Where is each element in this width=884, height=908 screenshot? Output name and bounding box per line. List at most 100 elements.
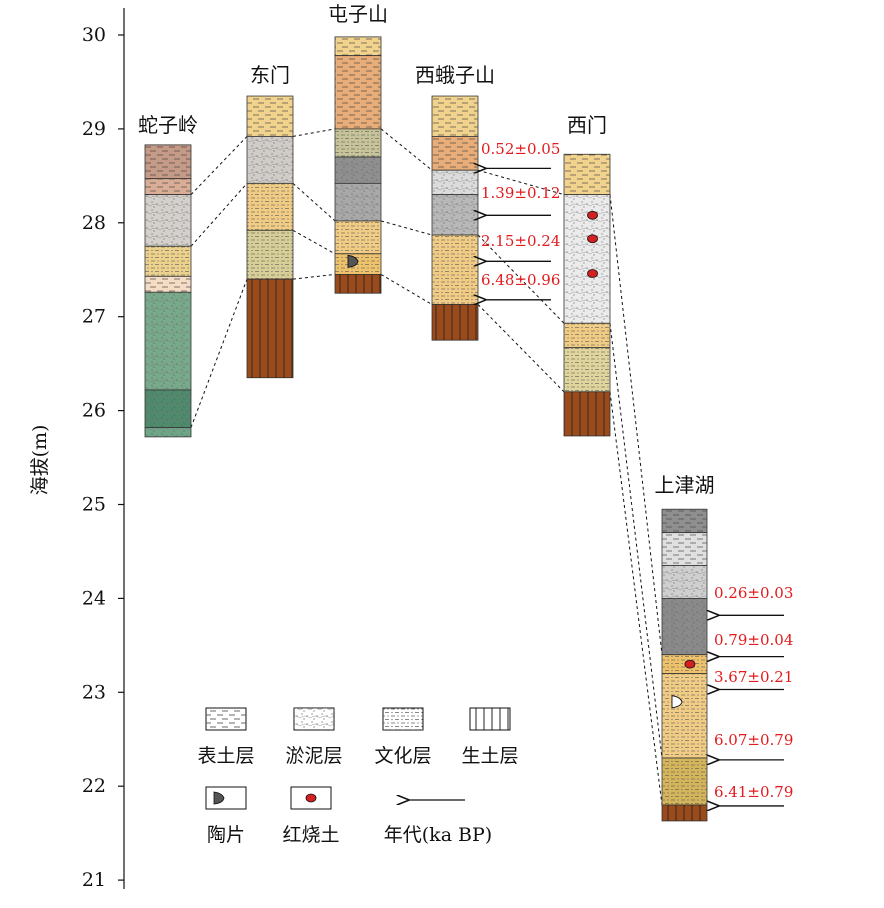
legend-label-wenhua: 文化层 [374,745,431,767]
correlation-line [292,273,336,280]
layer-pattern [432,136,478,171]
column-name: 西蛾子山 [415,63,495,87]
legend-item-shengtu: 生土层 [461,707,519,767]
y-tick-label: 25 [82,494,106,516]
layer-pattern [335,274,381,294]
y-tick-label: 28 [82,212,106,234]
correlation-line [292,229,336,255]
correlation-line [380,220,433,236]
layer-pattern [432,170,478,195]
column-xie: 西蛾子山 [415,63,495,341]
red-clay-marker [587,210,598,220]
layer-pattern [145,427,191,437]
y-axis-title: 海拔(m) [29,425,51,496]
layer-pattern [145,276,191,293]
layer-pattern [335,157,381,184]
layer-pattern [662,804,707,821]
y-tick-label: 27 [82,306,106,328]
column-tunzi: 屯子山 [328,2,388,294]
layer-pattern [247,136,293,184]
column-ximen: 西门 [563,113,611,437]
correlation-line [477,304,565,393]
layer-pattern [145,194,191,247]
layer-pattern [564,347,610,392]
layer-pattern [145,144,191,179]
red-clay-marker [587,234,598,244]
layer-pattern [662,509,707,533]
layer-pattern [662,758,707,805]
layer-pattern [247,230,293,280]
sherd-icon [213,791,225,805]
date-label: 0.26±0.03 [714,584,793,602]
layer-pattern [145,246,191,277]
y-tick-label: 24 [82,587,106,609]
y-tick-label: 23 [82,681,106,703]
layer-pattern [432,194,478,236]
layer-pattern [564,391,610,436]
layer-pattern [145,389,191,428]
legend-item-yuni: 淤泥层 [285,707,343,767]
legend-item-sherd: 陶片 [205,786,247,846]
date-label: 6.41±0.79 [714,783,793,801]
correlation-line [380,274,433,305]
sherd-marker [671,695,683,709]
y-tick-label: 21 [82,869,106,891]
layer-pattern [662,598,707,655]
legend-label-arrow: 年代(ka BP) [384,824,492,846]
layer-pattern [145,292,191,390]
layer-pattern [145,178,191,195]
date-label: 6.48±0.96 [481,271,560,289]
y-axis-ticks: 30 29 28 27 26 25 24 23 22 21 [82,24,124,891]
layer-pattern [564,194,610,324]
layer-pattern [662,565,707,599]
column-name: 上津湖 [655,473,715,497]
legend-label-sherd: 陶片 [207,824,245,846]
layer-pattern [432,304,478,341]
layer-pattern [662,673,707,759]
correlation-line [380,128,433,171]
legend: 表土层 淤泥层 文化层 生土层 陶片 [197,707,519,846]
y-tick-label: 30 [82,24,106,46]
red-clay-marker [587,269,598,278]
legend-label-redclay: 红烧土 [282,824,339,846]
date-label: 2.15±0.24 [481,232,560,250]
correlation-line [190,136,248,195]
layer-pattern [432,235,478,305]
layer-pattern [662,532,707,566]
correlation-line [292,128,336,137]
correlation-line [477,234,565,324]
layer-pattern [335,253,381,275]
layer-pattern [564,323,610,348]
correlation-line [292,182,336,222]
legend-label-yuni: 淤泥层 [285,745,342,767]
sherd-marker [347,254,359,268]
layer-pattern [247,279,293,378]
legend-label-biaotu: 表土层 [197,745,254,767]
column-name: 西门 [567,113,607,137]
date-label: 3.67±0.21 [714,668,793,686]
date-annotations: 0.52±0.05 1.39±0.12 2.15±0.24 6.48±0.96 0.26… [481,140,793,806]
layer-pattern [432,96,478,137]
legend-item-wenhua: 文化层 [374,707,432,767]
layer-pattern [247,183,293,231]
legend-item-biaotu: 表土层 [197,707,255,767]
column-shezi: 蛇子岭 [138,113,198,438]
y-tick-label: 22 [82,775,106,797]
layer-pattern [335,36,381,56]
column-name: 屯子山 [328,2,388,26]
correlation-line [190,278,248,428]
column-dongmen: 东门 [246,63,294,379]
layer-pattern [335,220,381,254]
red-clay-marker [684,659,696,669]
column-shangjinhu: 上津湖 [655,473,715,822]
column-name: 蛇子岭 [138,113,198,137]
correlation-lines [190,128,663,806]
legend-label-shengtu: 生土层 [461,745,518,767]
layer-pattern [335,55,381,129]
y-tick-label: 26 [82,400,106,422]
date-label: 1.39±0.12 [481,184,560,202]
legend-item-redclay: 红烧土 [282,786,340,846]
correlation-line [190,183,248,247]
